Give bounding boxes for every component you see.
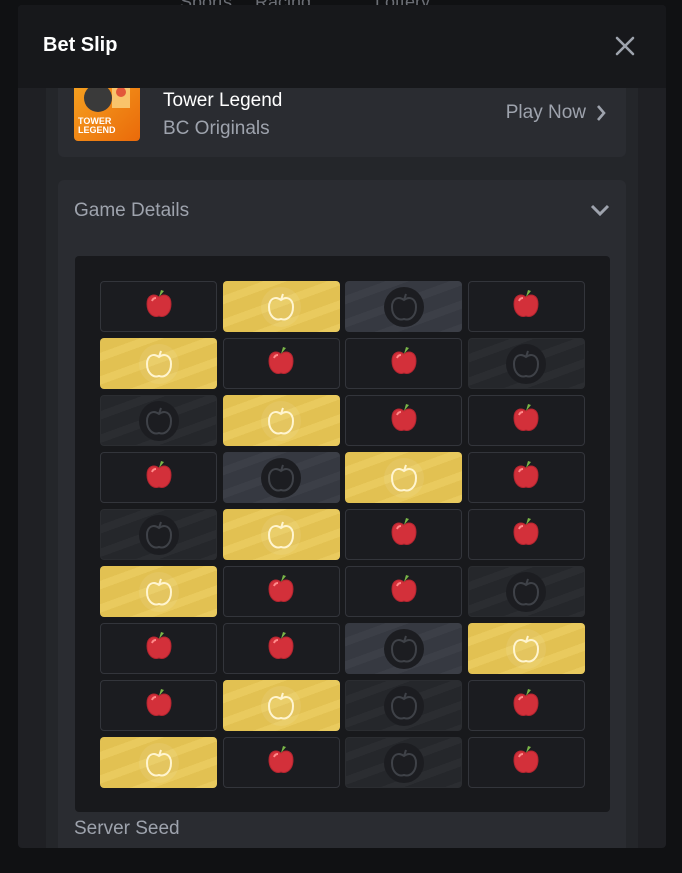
- grid-cell[interactable]: [345, 509, 462, 560]
- grid-cell[interactable]: [345, 623, 462, 674]
- red-apple-icon: [389, 573, 419, 610]
- dark-apple-icon: [261, 457, 301, 498]
- red-apple-icon: [511, 288, 541, 325]
- red-apple-icon: [144, 630, 174, 667]
- red-apple-icon: [511, 744, 541, 781]
- dark-apple-icon: [138, 400, 179, 441]
- red-apple-icon: [266, 345, 296, 382]
- red-apple-icon: [266, 573, 296, 610]
- red-apple-icon: [511, 687, 541, 724]
- grid-cell[interactable]: [222, 680, 340, 731]
- grid-cell[interactable]: [345, 395, 462, 446]
- dark-apple-icon: [506, 343, 546, 384]
- red-apple-icon: [266, 744, 296, 781]
- modal-title: Bet Slip: [43, 34, 118, 56]
- red-apple-icon: [389, 516, 419, 553]
- close-icon[interactable]: [614, 35, 636, 57]
- dark-apple-icon: [383, 685, 424, 726]
- grid-cell[interactable]: [222, 395, 340, 446]
- grid-cell[interactable]: [100, 509, 217, 560]
- gold-apple-icon: [383, 457, 424, 498]
- game-details-title[interactable]: Game Details: [74, 200, 190, 221]
- grid-cell[interactable]: [345, 338, 462, 389]
- grid-cell[interactable]: [222, 281, 340, 332]
- red-apple-icon: [144, 459, 174, 496]
- dark-apple-icon: [138, 514, 179, 555]
- red-apple-icon: [144, 288, 174, 325]
- game-name: Tower Legend: [163, 90, 283, 111]
- grid-cell[interactable]: [222, 737, 340, 788]
- red-apple-icon: [511, 459, 541, 496]
- red-apple-icon: [511, 516, 541, 553]
- play-now-button[interactable]: Play Now: [506, 102, 606, 124]
- grid-cell[interactable]: [222, 452, 340, 503]
- gold-apple-icon: [138, 343, 179, 384]
- game-thumbnail[interactable]: TOWER LEGEND: [74, 88, 140, 141]
- game-details-section: Game Details Server Seed: [58, 180, 626, 848]
- red-apple-icon: [266, 630, 296, 667]
- game-provider: BC Originals: [163, 118, 270, 139]
- game-card: TOWER LEGEND Tower Legend BC Originals P…: [58, 88, 626, 157]
- grid-cell[interactable]: [100, 281, 217, 332]
- grid-cell[interactable]: [100, 623, 217, 674]
- play-now-label: Play Now: [505, 102, 586, 123]
- gold-apple-icon: [138, 571, 179, 612]
- grid-cell[interactable]: [222, 623, 340, 674]
- gold-apple-icon: [261, 514, 301, 555]
- dark-apple-icon: [383, 742, 424, 783]
- gold-apple-icon: [261, 286, 301, 327]
- gold-apple-icon: [506, 628, 546, 669]
- grid-cell[interactable]: [345, 452, 462, 503]
- grid-cell[interactable]: [100, 737, 217, 788]
- red-apple-icon: [511, 402, 541, 439]
- grid-cell[interactable]: [467, 509, 585, 560]
- red-apple-icon: [144, 687, 174, 724]
- grid-cell[interactable]: [222, 566, 340, 617]
- grid-cell[interactable]: [467, 452, 585, 503]
- grid-cell[interactable]: [222, 509, 340, 560]
- dark-apple-icon: [506, 571, 546, 612]
- thumbnail-text: TOWER LEGEND: [78, 116, 116, 135]
- grid-cell[interactable]: [100, 338, 217, 389]
- gold-apple-icon: [261, 400, 301, 441]
- grid-cell[interactable]: [467, 737, 585, 788]
- red-apple-icon: [389, 402, 419, 439]
- grid-cell[interactable]: [345, 281, 462, 332]
- grid-cell[interactable]: [100, 395, 217, 446]
- grid-cell[interactable]: [467, 566, 585, 617]
- grid-cell[interactable]: [222, 338, 340, 389]
- grid-cell[interactable]: [345, 566, 462, 617]
- grid-cell[interactable]: [345, 737, 462, 788]
- server-seed-label: Server Seed: [74, 818, 180, 839]
- dark-apple-icon: [383, 628, 424, 669]
- grid-cell[interactable]: [100, 566, 217, 617]
- modal-content[interactable]: TOWER LEGEND Tower Legend BC Originals P…: [46, 88, 638, 848]
- grid-cell[interactable]: [467, 338, 585, 389]
- gold-apple-icon: [138, 742, 179, 783]
- grid-cell[interactable]: [467, 623, 585, 674]
- grid-cell[interactable]: [100, 680, 217, 731]
- grid-cell[interactable]: [467, 680, 585, 731]
- bet-slip-modal: Bet Slip TOWER LEGEND Tower Legend BC Or…: [18, 5, 666, 848]
- red-apple-icon: [389, 345, 419, 382]
- grid-cell[interactable]: [345, 680, 462, 731]
- tower-grid: [75, 256, 610, 812]
- modal-header: Bet Slip: [18, 5, 666, 88]
- grid-cell[interactable]: [467, 281, 585, 332]
- gold-apple-icon: [261, 685, 301, 726]
- grid-cell[interactable]: [467, 395, 585, 446]
- chevron-down-icon[interactable]: [590, 204, 610, 216]
- dark-apple-icon: [383, 286, 424, 327]
- chevron-right-icon: [597, 105, 606, 121]
- grid-cell[interactable]: [100, 452, 217, 503]
